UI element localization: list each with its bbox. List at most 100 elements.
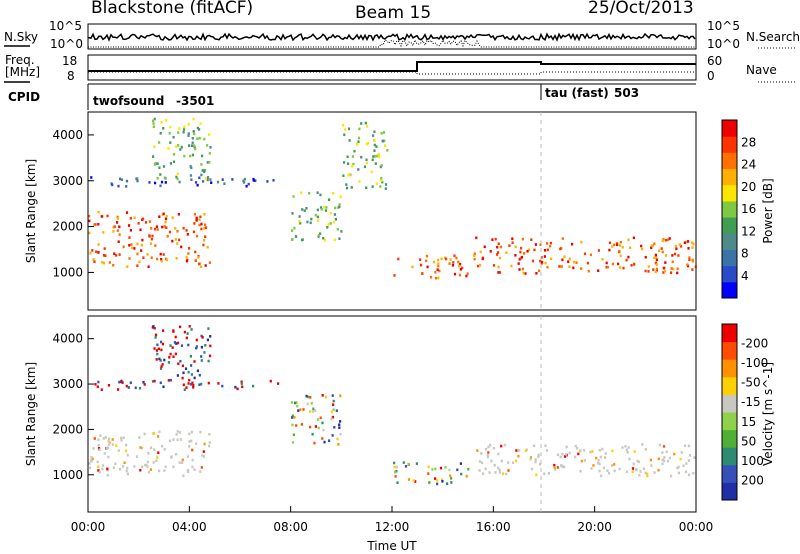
- echo-cell: [153, 145, 156, 148]
- velocity-echoes: [88, 325, 696, 486]
- echo-cell: [177, 131, 180, 134]
- echo-cell: [670, 474, 673, 478]
- echo-cell: [203, 137, 206, 141]
- echo-cell: [107, 455, 110, 459]
- echo-cell: [207, 381, 210, 385]
- echo-cell: [344, 128, 347, 131]
- echo-cell: [169, 352, 172, 356]
- echo-cell: [465, 274, 468, 278]
- echo-cell: [498, 471, 501, 474]
- echo-cell: [586, 261, 589, 265]
- power-colorbar: 4 8 12 16 20 24 28: [721, 119, 756, 299]
- echo-cell: [106, 214, 109, 218]
- echo-cell: [650, 464, 653, 467]
- echo-cell: [97, 243, 100, 246]
- echo-cell: [668, 456, 671, 460]
- echo-cell: [154, 227, 157, 231]
- echo-cell: [179, 325, 182, 329]
- echo-cell: [641, 247, 644, 251]
- echo-cell: [451, 264, 455, 267]
- echo-cell: [200, 359, 203, 362]
- echo-cell: [106, 446, 110, 449]
- echo-cell: [459, 262, 462, 266]
- echo-cell: [444, 466, 447, 469]
- cpid-segment-2-id: 503: [614, 86, 639, 100]
- echo-cell: [299, 221, 302, 225]
- echo-cell: [198, 262, 201, 266]
- echo-cell: [328, 439, 331, 442]
- echo-cell: [579, 449, 582, 452]
- echo-cell: [661, 462, 664, 466]
- echo-cell: [556, 453, 560, 457]
- echo-cell: [187, 343, 190, 347]
- echo-cell: [112, 225, 115, 229]
- echo-cell: [97, 447, 101, 450]
- echo-cell: [568, 265, 571, 268]
- echo-cell: [154, 333, 158, 337]
- echo-cell: [661, 451, 664, 454]
- echo-cell: [152, 155, 155, 158]
- echo-cell: [153, 163, 157, 166]
- echo-cell: [107, 440, 110, 443]
- echo-cell: [347, 173, 350, 177]
- echo-cell: [182, 474, 185, 478]
- echo-cell: [604, 452, 607, 455]
- echo-cell: [297, 409, 300, 412]
- echo-cell: [125, 211, 129, 214]
- cpid-segment-1-id: -3501: [176, 94, 214, 108]
- echo-cell: [291, 414, 294, 418]
- echo-cell: [372, 134, 375, 137]
- echo-cell: [181, 364, 184, 368]
- echo-cell: [180, 344, 184, 347]
- echo-cell: [687, 444, 691, 448]
- echo-cell: [371, 158, 374, 162]
- echo-cell: [437, 264, 440, 268]
- echo-cell: [608, 471, 611, 475]
- echo-cell: [631, 470, 634, 473]
- echo-cell: [154, 181, 157, 185]
- echo-cell: [182, 226, 185, 230]
- echo-cell: [350, 186, 353, 189]
- echo-cell: [157, 435, 160, 438]
- echo-cell: [529, 456, 533, 459]
- echo-cell: [199, 122, 202, 125]
- echo-cell: [93, 223, 96, 226]
- echo-cell: [497, 251, 500, 254]
- echo-cell: [309, 425, 312, 429]
- echo-cell: [98, 448, 101, 451]
- echo-cell: [128, 257, 131, 260]
- echo-cell: [187, 252, 190, 255]
- echo-cell: [125, 443, 128, 447]
- echo-cell: [540, 262, 543, 265]
- echo-cell: [179, 359, 182, 363]
- echo-cell: [657, 249, 661, 253]
- echo-cell: [121, 381, 124, 384]
- echo-cell: [564, 453, 568, 456]
- echo-cell: [611, 245, 614, 248]
- echo-cell: [479, 263, 482, 267]
- power-frame: [87, 111, 697, 311]
- echo-cell: [450, 477, 453, 480]
- echo-cell: [662, 445, 666, 448]
- echo-cell: [348, 139, 351, 142]
- echo-cell: [334, 206, 337, 210]
- echo-cell: [353, 149, 356, 153]
- colorbar-swatch: [722, 447, 737, 466]
- echo-cell: [352, 162, 355, 166]
- echo-cell: [619, 240, 622, 244]
- echo-cell: [497, 466, 500, 470]
- echo-cell: [499, 245, 502, 249]
- freq-tick-low: 8: [67, 69, 75, 83]
- echo-cell: [507, 461, 510, 464]
- echo-cell: [191, 458, 194, 462]
- echo-cell: [159, 367, 163, 370]
- echo-cell: [126, 265, 129, 268]
- echo-cell: [206, 144, 209, 147]
- echo-cell: [116, 217, 120, 220]
- echo-cell: [182, 130, 185, 134]
- echo-cell: [647, 265, 650, 268]
- echo-cell: [587, 269, 590, 273]
- echo-cell: [394, 470, 397, 474]
- echo-cell: [119, 468, 122, 471]
